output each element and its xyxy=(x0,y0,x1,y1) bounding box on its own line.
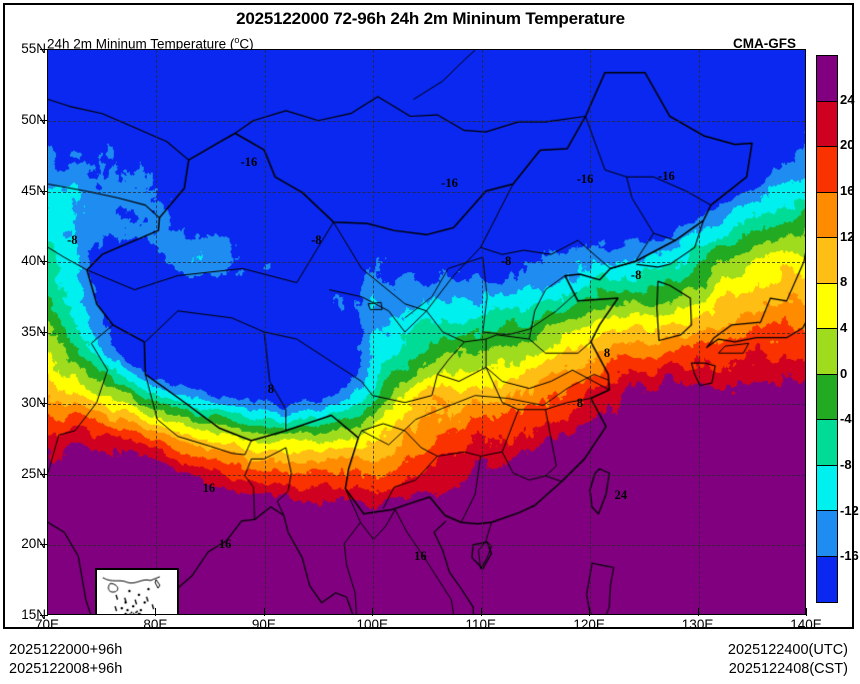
map-raster xyxy=(48,50,805,614)
y-axis-tick xyxy=(40,473,48,475)
y-axis-tick xyxy=(40,544,48,546)
x-axis-tick xyxy=(47,608,48,616)
colorbar-tick-label: -16 xyxy=(840,548,859,564)
figure-frame: 2025122000 72-96h 24h 2m Mininum Tempera… xyxy=(3,3,859,677)
colorbar-band xyxy=(817,238,837,284)
plot-subtitle: 24h 2m Mininum Temperature (oC) xyxy=(47,35,254,52)
inset-canvas xyxy=(97,570,177,614)
y-axis-tick xyxy=(40,261,48,263)
colorbar-band xyxy=(817,101,837,147)
colorbar-band xyxy=(817,374,837,420)
contour-label: 8 xyxy=(576,395,583,410)
y-axis-tick-label: 40N xyxy=(21,253,46,269)
x-axis-tick xyxy=(589,608,591,616)
y-axis-tick-label: 50N xyxy=(21,111,46,127)
colorbar-tick-label: 16 xyxy=(840,183,855,198)
contour-label: 16 xyxy=(202,480,216,495)
contour-label: -16 xyxy=(658,169,675,184)
y-axis-tick xyxy=(40,402,48,404)
y-axis-tick-label: 45N xyxy=(21,182,46,198)
x-axis-tick-label: 90E xyxy=(251,617,276,632)
page-title: 2025122000 72-96h 24h 2m Mininum Tempera… xyxy=(236,9,625,28)
temperature-map-plot[interactable]: -16 -16 -16 -16 -8 -8 -8 -8 8 8 8 16 16 16 24 xyxy=(47,49,806,615)
x-axis-tick-label: 70E xyxy=(34,617,60,632)
y-axis-tick-label: 15N xyxy=(21,607,46,622)
contour-label: 16 xyxy=(218,537,232,552)
colorbar-tick-label: -8 xyxy=(840,457,852,472)
footer-left-line2: 2025122008+96h xyxy=(9,661,123,677)
colorbar-tick-label: 8 xyxy=(840,274,848,290)
y-axis-tick xyxy=(40,119,48,121)
y-axis-tick-label: 35N xyxy=(21,324,46,339)
contour-label: 8 xyxy=(603,346,611,361)
x-axis-tick xyxy=(806,608,807,616)
colorbar-tick-label: 12 xyxy=(840,228,855,244)
colorbar-band xyxy=(817,556,837,602)
colorbar-band xyxy=(817,283,837,329)
colorbar-band xyxy=(817,329,837,375)
plot-subtitle-prefix: 24h 2m Mininum Temperature ( xyxy=(47,36,235,52)
footer-right: 2025122400(UTC) 2025122408(CST) xyxy=(728,641,848,679)
colorbar-band xyxy=(817,192,837,238)
contour-label: 16 xyxy=(414,548,427,563)
colorbar-band xyxy=(817,147,837,193)
x-axis-tick-label: 80E xyxy=(143,617,168,632)
plot-subtitle-suffix: C) xyxy=(239,36,254,52)
contour-label: -16 xyxy=(576,172,594,187)
y-axis-tick-label: 20N xyxy=(21,536,46,552)
contour-label: 24 xyxy=(614,487,628,502)
footer-right-line2: 2025122408(CST) xyxy=(728,661,848,677)
y-axis-tick-label: 30N xyxy=(21,394,46,410)
contour-label: -16 xyxy=(240,155,258,170)
x-axis-tick-label: 120E xyxy=(573,617,605,632)
y-axis-tick-label: 55N xyxy=(21,41,46,56)
colorbar-band xyxy=(817,56,837,102)
model-label: CMA-GFS xyxy=(733,36,796,51)
south-china-sea-inset xyxy=(95,568,179,614)
contour-label: -8 xyxy=(311,233,322,248)
colorbar-band xyxy=(817,465,837,511)
footer-left: 2025122000+96h 2025122008+96h xyxy=(9,641,122,679)
x-axis-tick-label: 110E xyxy=(465,617,496,632)
x-axis-tick xyxy=(263,608,265,616)
colorbar-band xyxy=(817,420,837,466)
colorbar-tick-label: 4 xyxy=(840,320,848,335)
contour-label: -8 xyxy=(630,268,642,283)
colorbar-tick-label: 0 xyxy=(840,365,848,381)
footer-right-line1: 2025122400(UTC) xyxy=(727,642,848,658)
x-axis-tick xyxy=(155,608,157,616)
y-axis-tick-label: 25N xyxy=(21,465,46,481)
x-axis-tick-label: 140E xyxy=(790,617,822,632)
x-axis-tick-label: 100E xyxy=(356,617,389,632)
map-canvas xyxy=(48,50,805,614)
y-axis-tick xyxy=(40,332,48,333)
y-axis-tick xyxy=(40,49,48,50)
contour-label: -16 xyxy=(441,176,458,191)
colorbar-tick-label: -4 xyxy=(840,411,852,427)
colorbar-tick-label: 24 xyxy=(840,91,855,107)
contour-label: 8 xyxy=(267,381,274,396)
footer-left-line1: 2025122000+96h xyxy=(9,642,123,658)
x-axis-tick xyxy=(372,608,374,616)
x-axis-tick xyxy=(697,608,699,616)
y-axis-tick xyxy=(40,615,48,616)
x-axis-tick-label: 130E xyxy=(681,617,714,632)
contour-label: -8 xyxy=(500,254,512,269)
colorbar-band xyxy=(817,511,837,557)
contour-label: -8 xyxy=(67,233,78,248)
colorbar-tick-label: 20 xyxy=(840,137,855,153)
y-axis-tick xyxy=(40,190,48,192)
x-axis-tick xyxy=(480,608,482,616)
degree-symbol: o xyxy=(234,35,240,45)
colorbar[interactable] xyxy=(816,55,838,603)
colorbar-tick-label: -12 xyxy=(840,502,859,518)
